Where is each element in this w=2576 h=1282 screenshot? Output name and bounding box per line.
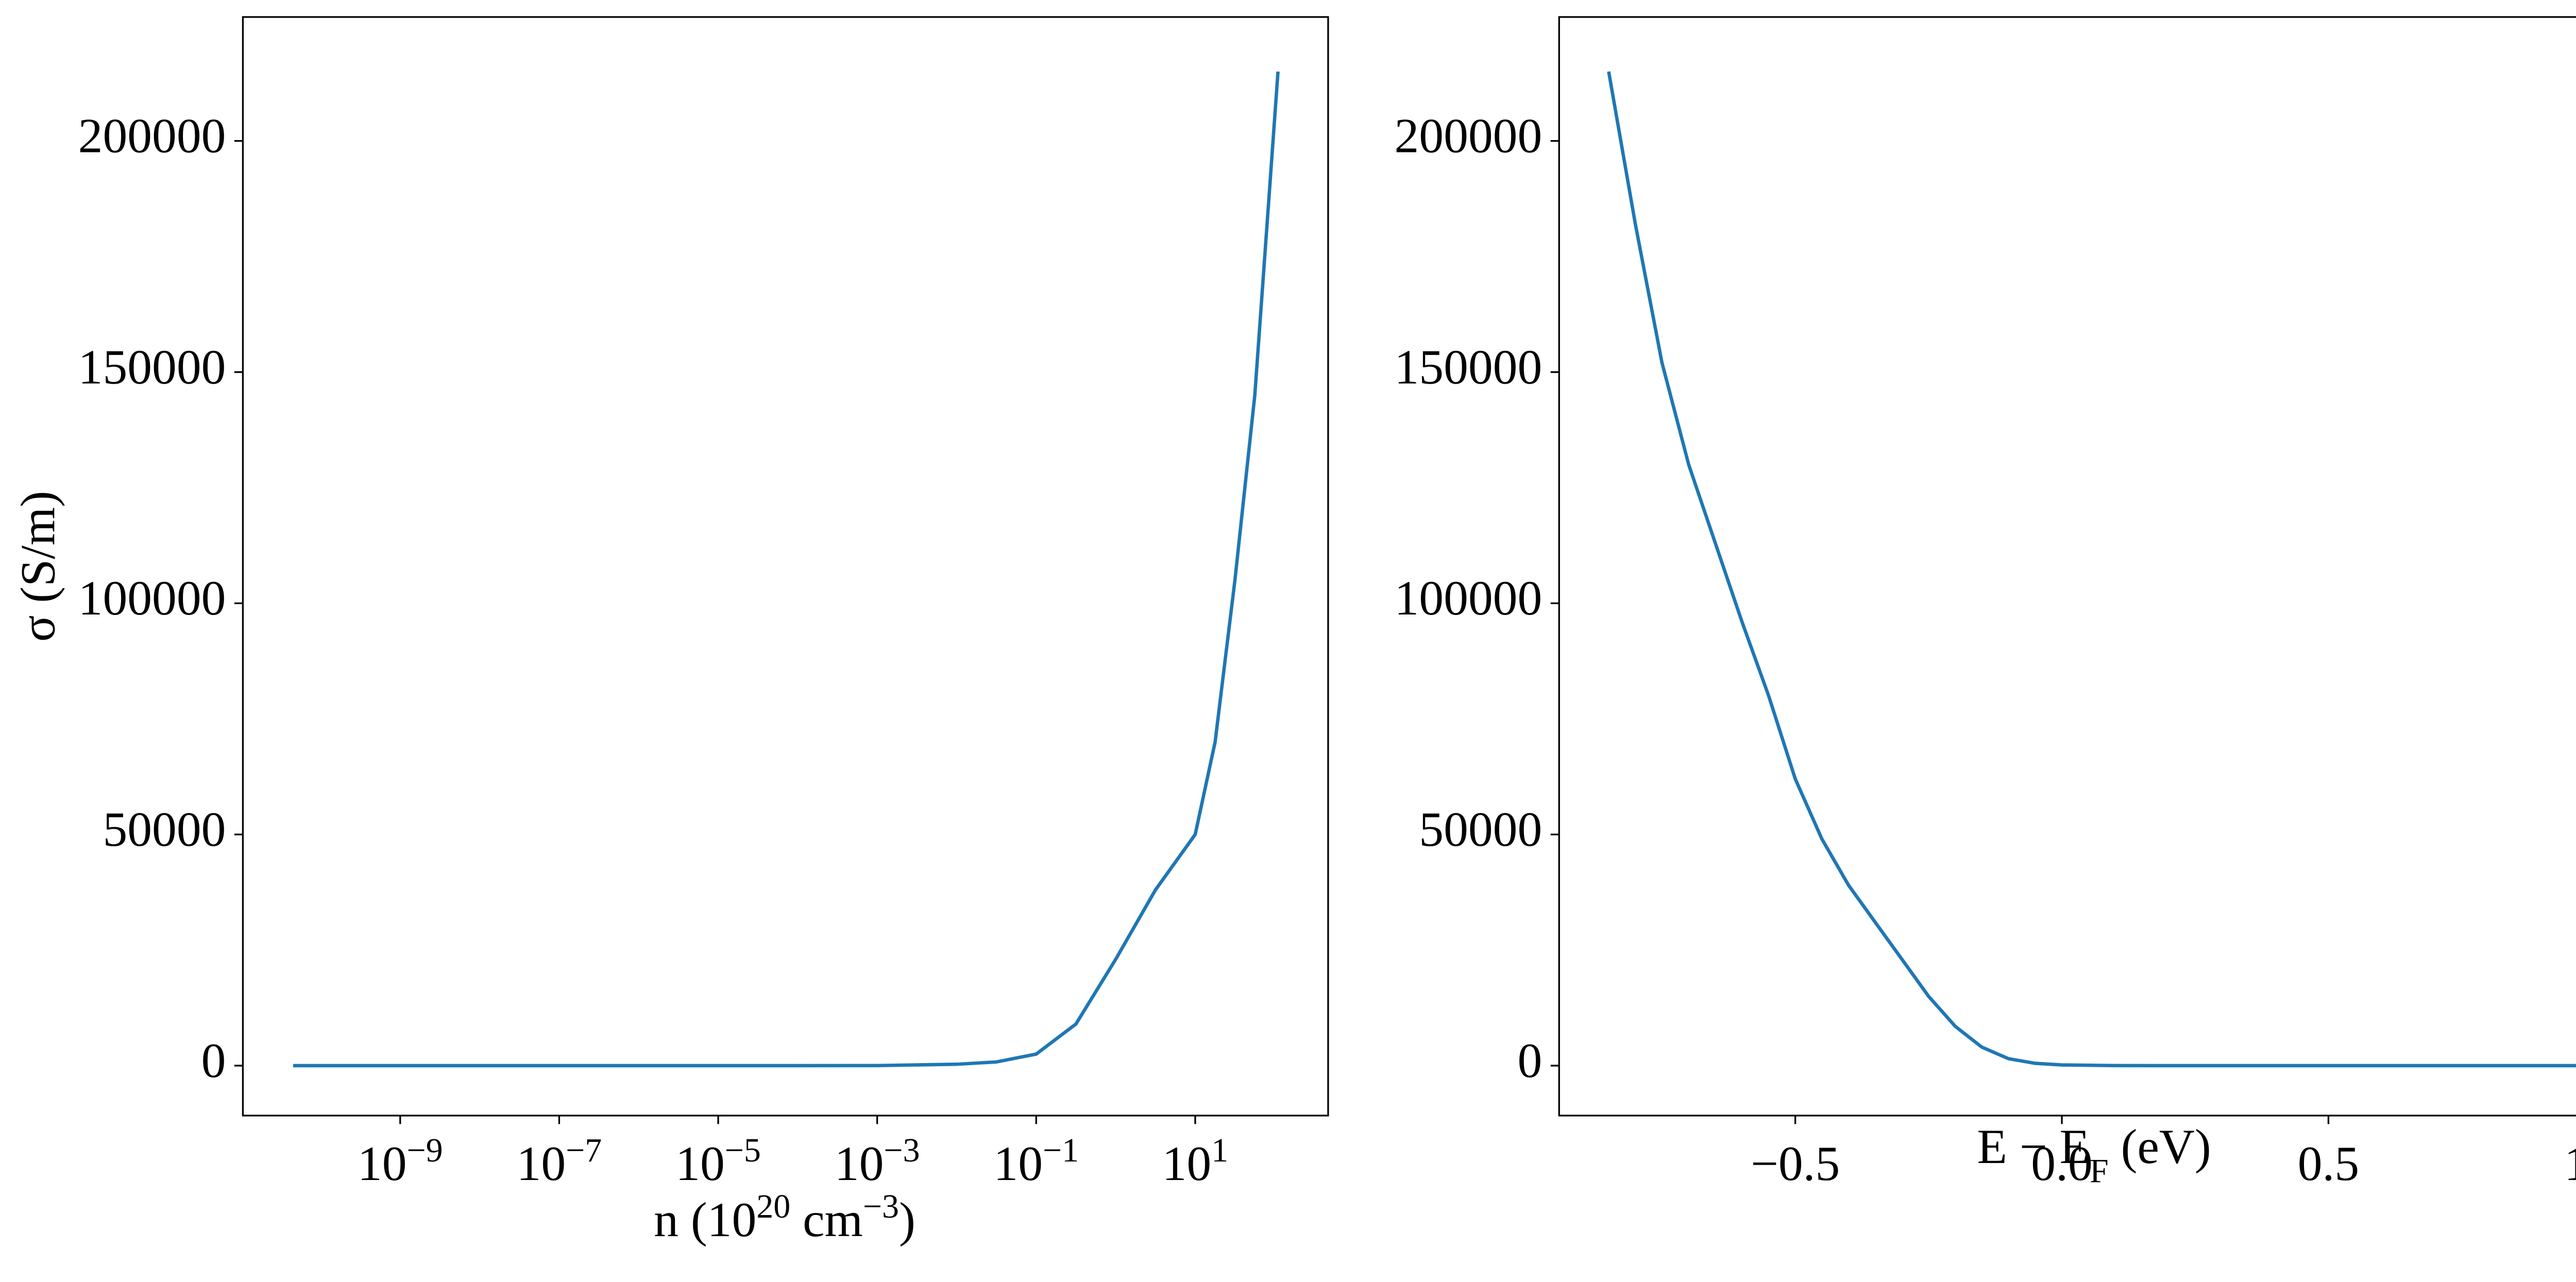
- tick-base: 10: [1162, 1136, 1212, 1191]
- plot-frame: [1558, 16, 2576, 1117]
- y-tick-label: 0: [201, 1033, 226, 1088]
- y-tick-label: 50000: [103, 802, 226, 857]
- y-tick-label: 0: [1517, 1033, 1542, 1088]
- y-tick-label: 100000: [78, 571, 226, 625]
- plot-frame: [242, 16, 1329, 1117]
- tick-exponent: −5: [725, 1132, 761, 1169]
- y-tick-label: 200000: [78, 109, 226, 163]
- x-tick-label: 10−5: [675, 1132, 761, 1191]
- x-axis-label: E − EF (eV): [1977, 1119, 2211, 1190]
- tick-exponent: 1: [1211, 1132, 1228, 1169]
- x-axis-label: n (1020 cm−3): [654, 1187, 916, 1247]
- y-tick-label: 150000: [1394, 339, 1542, 394]
- tick-exponent: −1: [1043, 1132, 1079, 1169]
- tick-base: 10: [993, 1136, 1043, 1191]
- y-tick-label: 150000: [78, 339, 226, 394]
- x-axis-label-part: −3: [863, 1187, 899, 1225]
- x-tick-label: −0.5: [1751, 1136, 1840, 1191]
- data-line: [293, 71, 1280, 1068]
- x-axis-label-part: F: [2090, 1152, 2109, 1190]
- x-tick-label: 10−3: [835, 1132, 920, 1191]
- tick-base: 10: [517, 1136, 566, 1191]
- x-axis-label-part: (eV): [2109, 1119, 2211, 1174]
- tick-base: 10: [835, 1136, 884, 1191]
- tick-exponent: −3: [884, 1132, 920, 1169]
- tick-exponent: −7: [566, 1132, 602, 1169]
- y-tick-label: 200000: [1394, 109, 1542, 163]
- x-tick-label: 0.0: [2031, 1136, 2093, 1191]
- tick-exponent: −9: [406, 1132, 443, 1169]
- x-axis-label-part: ): [899, 1192, 916, 1247]
- y-axis-label: σ (S/m): [10, 491, 65, 642]
- x-tick-label: 10−9: [358, 1132, 443, 1191]
- x-tick-label: 10−1: [993, 1132, 1079, 1191]
- x-tick-label: 0.5: [2298, 1136, 2360, 1191]
- x-tick-label: 101: [1162, 1132, 1229, 1191]
- data-line: [1607, 71, 2576, 1068]
- x-axis-label-part: n (10: [654, 1192, 756, 1247]
- y-tick-label: 100000: [1394, 571, 1542, 625]
- x-tick-label: 1.0: [2564, 1136, 2576, 1191]
- x-tick-label: 10−7: [517, 1132, 602, 1191]
- tick-base: 10: [358, 1136, 407, 1191]
- x-axis-label-part: cm: [790, 1192, 863, 1247]
- y-tick-label: 50000: [1419, 802, 1542, 857]
- x-axis-label-part: E − E: [1977, 1119, 2090, 1174]
- x-axis-label-part: 20: [756, 1187, 790, 1225]
- tick-base: 10: [675, 1136, 725, 1191]
